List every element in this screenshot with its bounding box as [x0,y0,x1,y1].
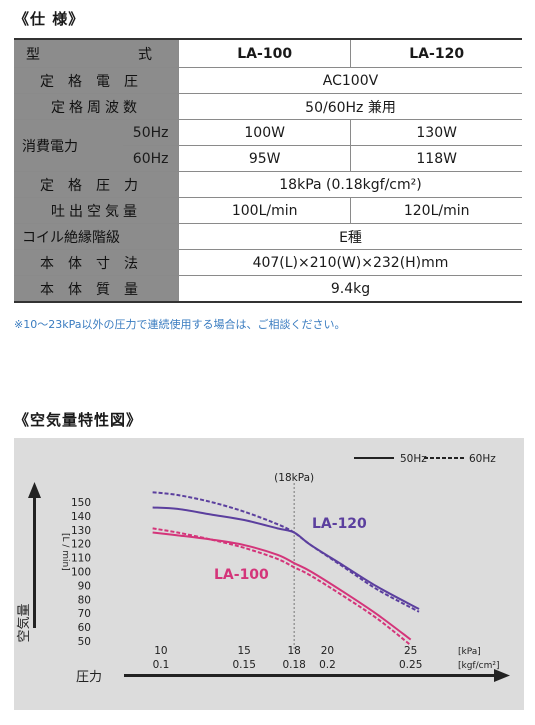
x-tick-label-kpa: 15 [238,645,251,657]
x-tick-label-kgf: 0.25 [399,659,422,671]
spec-value-voltage: AC100V [178,67,522,94]
y-tick-label: 90 [78,580,91,592]
spec-row-model: 型 式 LA-100 LA-120 [14,38,522,68]
legend-dashed-label: 60Hz [469,453,496,465]
x-axis-arrow-head [494,669,510,682]
spec-row-insulation: コイル絶縁階級 E種 [14,223,522,250]
y-tick-label: 100 [71,566,91,578]
y-tick-label: 50 [78,636,91,648]
spec-row-power-60: 60Hz 95W 118W [14,145,522,172]
x-tick-label-kgf: 0.18 [282,659,305,671]
airflow-la120: 120L/min [350,197,522,224]
spec-label-weight: 本体質量 [14,275,179,303]
x-axis-unit-kpa: [kPa] [458,647,481,657]
spec-value-dimensions: 407(L)×210(W)×232(H)mm [178,249,522,276]
power-la120-60hz: 118W [350,145,522,172]
spec-row-pressure: 定格圧力 18kPa (0.18kgf/cm²) [14,171,522,198]
series-label-la120: LA-120 [312,516,367,532]
series-line-la-100-50hz [152,531,412,641]
spec-section-title: 《仕 様》 [14,10,85,28]
x-tick-label-kpa: 20 [321,645,334,657]
reference-line-label: (18kPa) [274,472,314,484]
y-tick-label: 110 [71,553,91,565]
series-line-la-120-60hz [152,491,420,613]
y-axis-unit: [L / min] [60,533,70,571]
model-la120: LA-120 [350,38,522,68]
spec-row-airflow: 吐出空気量 100L/min 120L/min [14,197,522,224]
spec-label-model: 型 式 [14,38,179,68]
spec-label-power: 消費電力 [14,119,124,172]
x-tick-label-kpa: 10 [154,645,167,657]
power-la100-60hz: 95W [177,145,351,172]
x-tick-label-kgf: 0.15 [233,659,256,671]
y-axis-arrow-head [28,482,41,498]
y-tick-label: 140 [71,511,91,523]
spec-label-frequency: 定格周波数 [14,93,179,120]
x-tick-label-kgf: 0.1 [153,659,170,671]
spec-value-frequency: 50/60Hz 兼用 [178,93,522,120]
spec-value-insulation: E種 [178,223,522,250]
spec-value-pressure: 18kPa (0.18kgf/cm²) [178,171,522,198]
y-tick-label: 60 [78,622,91,634]
chart-section-title: 《空気量特性図》 [14,411,143,429]
x-tick-label-kpa: 18 [287,645,300,657]
series-line-la-100-60hz [152,527,412,646]
spec-label-voltage: 定格電圧 [14,67,179,94]
y-tick-label: 130 [71,525,91,537]
y-tick-label: 120 [71,539,91,551]
y-axis-title: 空気量 [16,603,32,642]
power-la120-50hz: 130W [350,119,522,146]
x-tick-label-kgf: 0.2 [319,659,336,671]
spec-row-frequency: 定格周波数 50/60Hz 兼用 [14,93,522,120]
x-axis-title: 圧力 [76,670,102,685]
y-axis-arrow-shaft [33,498,36,628]
spec-table: 型 式 LA-100 LA-120 定格電圧 AC100V 定格周波数 50/6… [14,38,522,303]
spec-row-power-50: 消費電力 50Hz 100W 130W [14,119,522,172]
x-tick-label-kpa: 25 [404,645,417,657]
spec-label-insulation: コイル絶縁階級 [14,223,179,250]
x-axis-arrow-shaft [124,674,494,677]
spec-row-dimensions: 本体寸法 407(L)×210(W)×232(H)mm [14,249,522,276]
spec-label-airflow: 吐出空気量 [14,197,179,224]
model-la100: LA-100 [177,38,351,68]
y-tick-label: 150 [71,497,91,509]
airflow-la100: 100L/min [177,197,351,224]
spec-row-weight: 本体質量 9.4kg [14,275,522,303]
series-line-la-120-50hz [152,506,420,610]
x-axis-unit-kgf: [kgf/cm²] [458,661,499,671]
legend-solid-label: 50Hz [400,453,427,465]
spec-sub-60hz: 60Hz [123,145,179,172]
spec-value-weight: 9.4kg [178,275,522,303]
y-tick-label: 80 [78,594,91,606]
airflow-chart: (18kPa) 50 60 70 80 90 100 110 120 130 140 150 [L / … [14,438,524,710]
spec-label-pressure: 定格圧力 [14,171,179,198]
spec-note: ※10〜23kPa以外の圧力で連続使用する場合は、ご相談ください。 [14,318,346,331]
spec-sub-50hz: 50Hz [123,119,179,146]
series-label-la100: LA-100 [214,567,269,583]
y-tick-label: 70 [78,608,91,620]
spec-label-dimensions: 本体寸法 [14,249,179,276]
spec-row-voltage: 定格電圧 AC100V [14,67,522,94]
power-la100-50hz: 100W [177,119,351,146]
